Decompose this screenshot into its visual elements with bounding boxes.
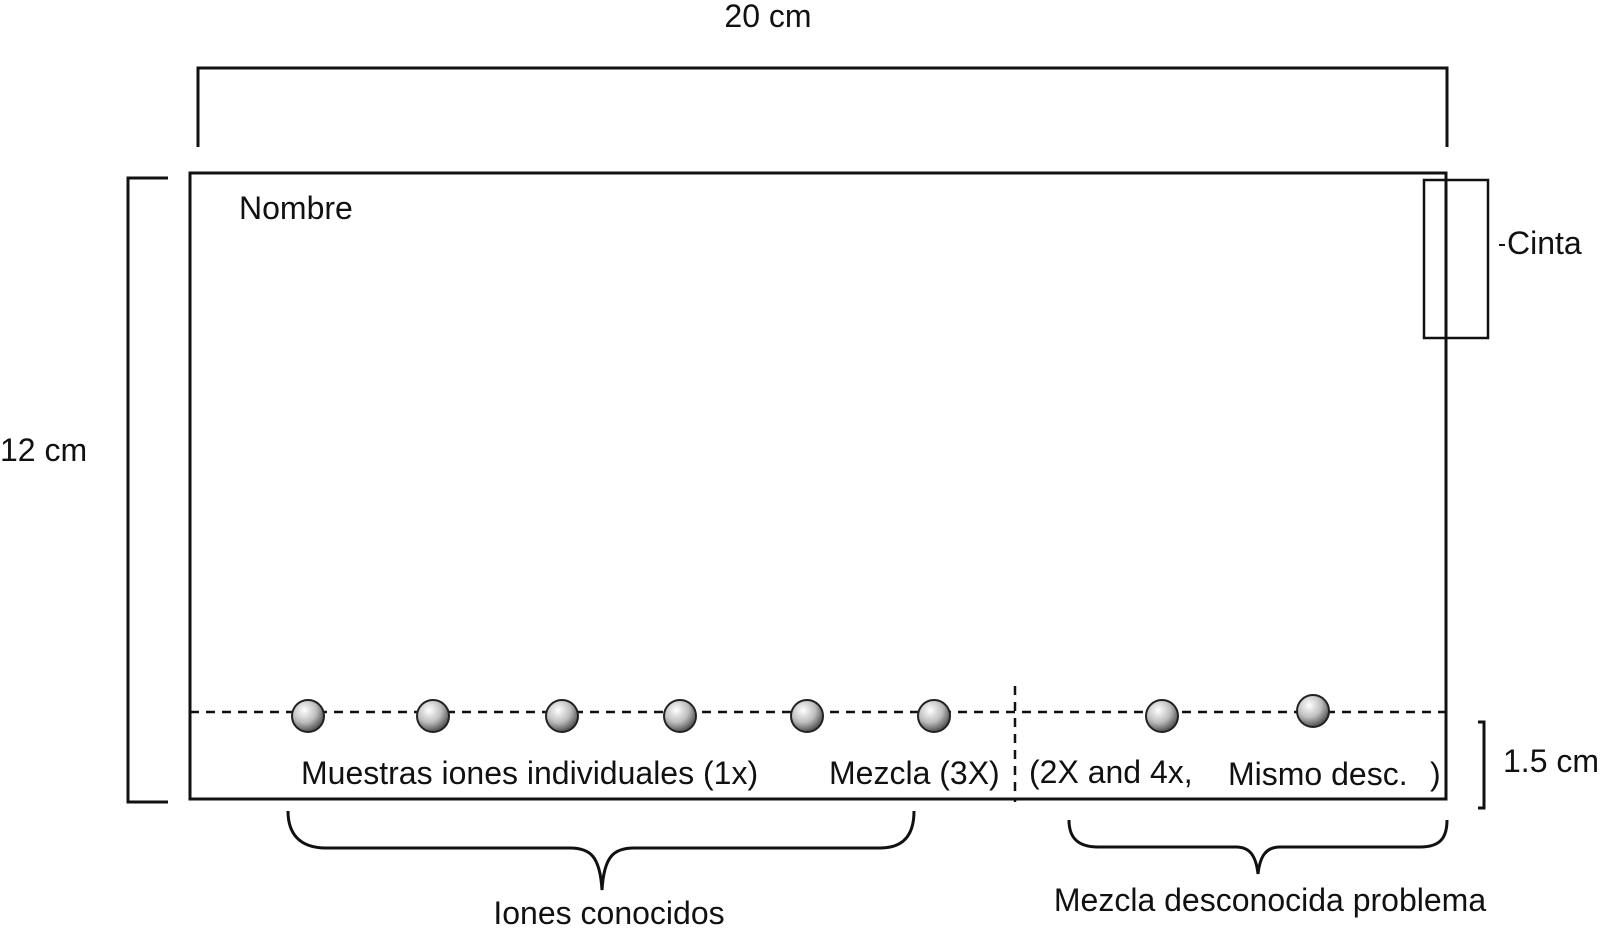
origin-height-bracket — [1478, 720, 1486, 810]
unknown-mix-label: Mezcla desconocida problema — [1054, 882, 1486, 918]
tape-label: Cinta — [1507, 225, 1582, 261]
sample-spot — [663, 699, 697, 733]
sample-spot — [917, 699, 951, 733]
chromatography-plate — [188, 171, 1448, 801]
width-dimension-bracket — [196, 66, 1449, 147]
width-label: 20 cm — [724, 0, 811, 34]
unknown-note-a: (2X and 4x, — [1029, 754, 1193, 790]
sample-spot — [545, 699, 579, 733]
sample-spot — [416, 699, 450, 733]
height-label: 12 cm — [0, 432, 87, 468]
sample-spot — [1145, 699, 1179, 733]
known-ions-brace — [286, 810, 916, 891]
name-label: Nombre — [239, 190, 353, 226]
origin-height-label: 1.5 cm — [1503, 743, 1599, 779]
sample-spot — [291, 699, 325, 733]
sample-spots — [291, 694, 1330, 733]
known-ions-label: Iones conocidos — [493, 895, 724, 931]
mix-sample-label: Mezcla (3X) — [829, 755, 1000, 791]
unknown-note-b: Mismo desc. — [1228, 756, 1408, 792]
individual-samples-label: Muestras iones individuales (1x) — [301, 755, 758, 791]
unknown-mix-brace — [1067, 819, 1449, 875]
sample-spot — [790, 699, 824, 733]
unknown-note-c: ) — [1430, 756, 1441, 792]
height-dimension-bracket — [126, 176, 168, 804]
tape-strip — [1422, 178, 1490, 340]
sample-spot — [1296, 694, 1330, 728]
